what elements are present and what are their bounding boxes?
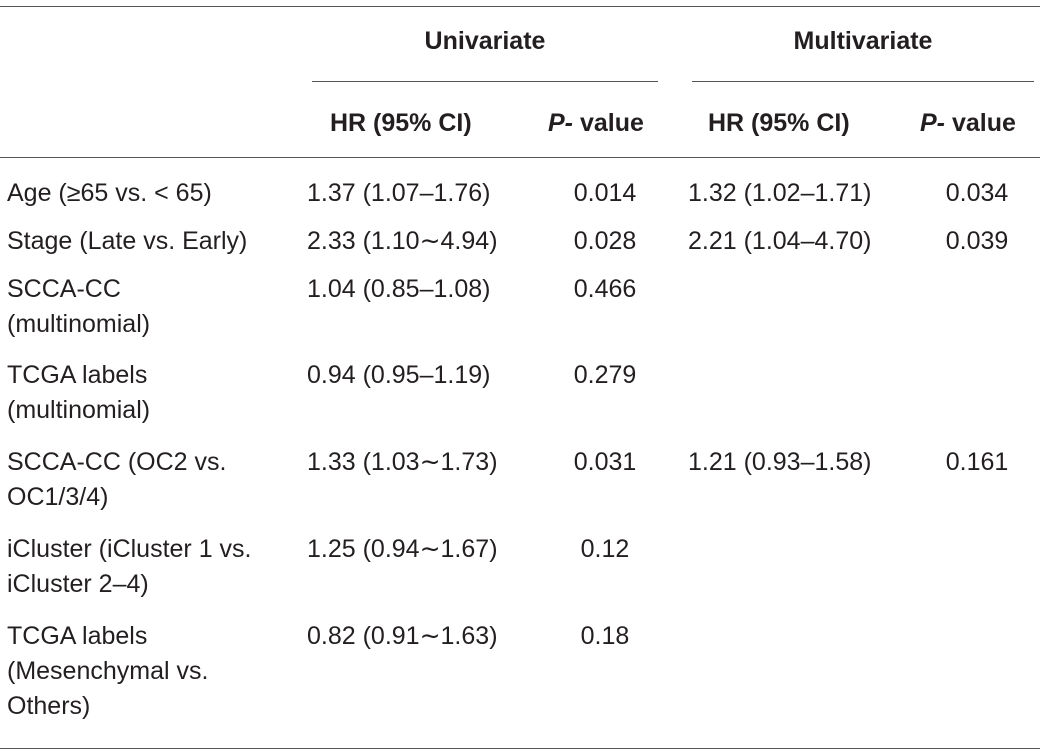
univariate-hr-value: 1.33 (1.03∼1.73) xyxy=(307,448,498,476)
top-rule xyxy=(0,6,1040,7)
multivariate-p-header: P- value xyxy=(920,106,1016,141)
univariate-p-value: 0.466 xyxy=(573,275,637,303)
multivariate-hr-value: 1.32 (1.02–1.71) xyxy=(688,179,872,207)
univariate-hr-header: HR (95% CI) xyxy=(330,109,472,137)
p-letter: P- xyxy=(548,109,573,137)
univariate-hr-value: 0.94 (0.95–1.19) xyxy=(307,361,491,389)
multivariate-p-value: 0.039 xyxy=(945,227,1009,255)
multivariate-hr-value: 2.21 (1.04–4.70) xyxy=(688,227,872,255)
univariate-hr-value: 1.04 (0.85–1.08) xyxy=(307,275,491,303)
univariate-hr-value: 1.37 (1.07–1.76) xyxy=(307,179,491,207)
univariate-p-value: 0.279 xyxy=(573,361,637,389)
value-word: value xyxy=(573,109,644,137)
bottom-rule xyxy=(0,748,1040,749)
univariate-p-value: 0.031 xyxy=(573,448,637,476)
row-label: iCluster (iCluster 1 vs. xyxy=(7,535,252,563)
multivariate-underline xyxy=(692,81,1034,82)
univariate-p-value: 0.12 xyxy=(580,535,630,563)
univariate-underline xyxy=(312,81,658,82)
row-label-continuation: OC1/3/4) xyxy=(7,483,109,511)
univariate-p-value: 0.014 xyxy=(573,179,637,207)
univariate-p-value: 0.028 xyxy=(573,227,637,255)
row-label: Age (≥65 vs. < 65) xyxy=(7,179,212,207)
row-label-continuation: (multinomial) xyxy=(7,396,151,424)
univariate-p-value: 0.18 xyxy=(580,622,630,650)
row-label: SCCA-CC xyxy=(7,275,121,303)
row-label-continuation: (multinomial) xyxy=(7,310,151,338)
row-label-continuation: Others) xyxy=(7,692,91,720)
multivariate-hr-value: 1.21 (0.93–1.58) xyxy=(688,448,872,476)
univariate-hr-value: 2.33 (1.10∼4.94) xyxy=(307,227,498,255)
univariate-header: Univariate xyxy=(424,27,546,55)
header-bottom-rule xyxy=(0,157,1040,158)
univariate-p-header: P- value xyxy=(548,106,644,141)
value-word: value xyxy=(945,109,1016,137)
row-label: TCGA labels xyxy=(7,622,148,650)
row-label: TCGA labels xyxy=(7,361,148,389)
row-label: SCCA-CC (OC2 vs. xyxy=(7,448,227,476)
univariate-hr-value: 0.82 (0.91∼1.63) xyxy=(307,622,498,650)
multivariate-header: Multivariate xyxy=(793,27,933,55)
p-letter: P- xyxy=(920,109,945,137)
row-label-continuation: (Mesenchymal vs. xyxy=(7,657,209,685)
univariate-hr-value: 1.25 (0.94∼1.67) xyxy=(307,535,498,563)
multivariate-p-value: 0.034 xyxy=(945,179,1009,207)
multivariate-hr-header: HR (95% CI) xyxy=(708,109,850,137)
row-label-continuation: iCluster 2–4) xyxy=(7,570,149,598)
row-label: Stage (Late vs. Early) xyxy=(7,227,248,255)
multivariate-p-value: 0.161 xyxy=(945,448,1009,476)
